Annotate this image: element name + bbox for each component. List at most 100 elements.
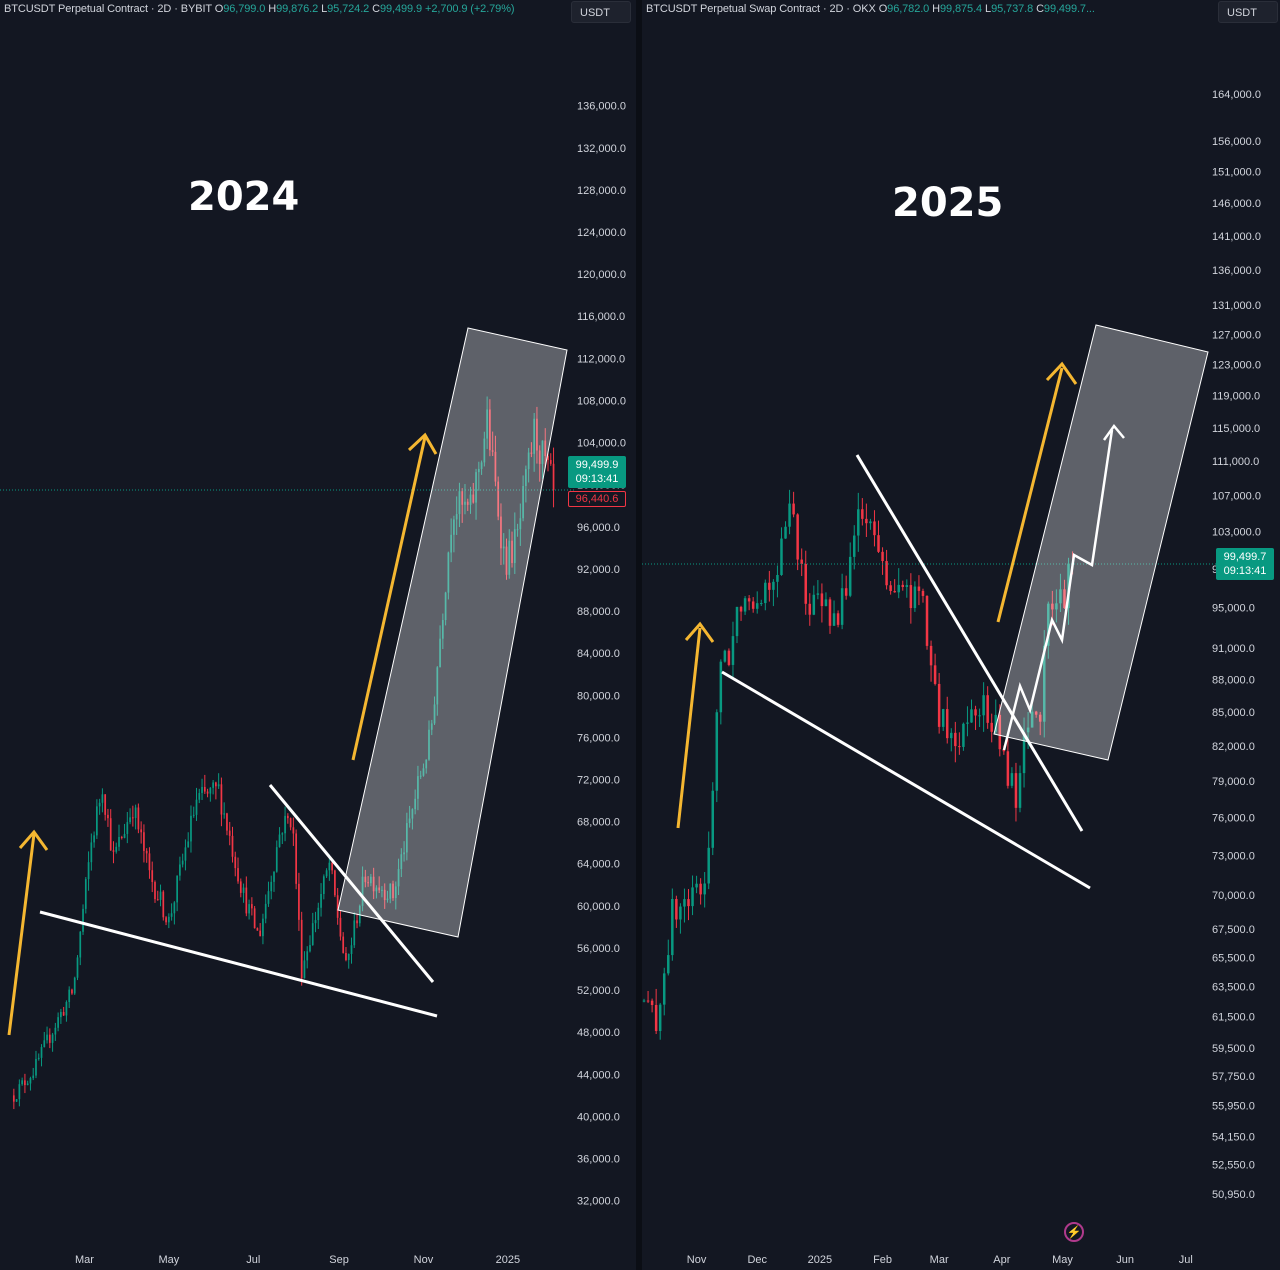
candle-body — [547, 456, 549, 461]
lightning-icon[interactable]: ⚡ — [1064, 1222, 1084, 1242]
candle-body — [206, 791, 209, 794]
candle-body — [120, 837, 123, 839]
left-chart-pane[interactable]: 32,000.0 36,000.0 40,000.0 44,000.0 48,000.0… — [0, 0, 636, 1270]
y-tick-label: 91,000.0 — [1212, 643, 1255, 655]
candle-body — [339, 917, 342, 937]
candle-body — [441, 620, 444, 639]
candle-body — [472, 494, 475, 503]
candle-body — [131, 817, 134, 819]
candle-body — [311, 923, 314, 946]
candle-body — [950, 732, 953, 739]
right-chart-canvas[interactable]: 50,950.0 52,550.0 54,150.0 55,950.0 57,750.0… — [642, 0, 1280, 1270]
candle-body — [683, 899, 686, 907]
candle-body — [945, 709, 949, 739]
candle-body — [253, 908, 256, 929]
candle-body — [852, 535, 856, 557]
candle-body — [727, 650, 731, 665]
candle-body — [436, 667, 439, 705]
candle-body — [901, 584, 905, 588]
candle-body — [217, 784, 220, 787]
left-low-label: L — [321, 3, 328, 15]
candle-body — [209, 787, 212, 794]
candle-body — [784, 526, 787, 539]
candle-body — [248, 904, 250, 914]
y-tick-label: 104,000.0 — [577, 438, 626, 450]
y-tick-label: 82,000.0 — [1212, 741, 1255, 753]
left-symbol[interactable]: BTCUSDT Perpetual Contract · 2D · BYBIT — [4, 3, 212, 15]
y-tick-label: 96,000.0 — [577, 522, 620, 534]
y-tick-label: 72,000.0 — [577, 775, 620, 787]
left-chart-canvas[interactable]: 32,000.0 36,000.0 40,000.0 44,000.0 48,000.0… — [0, 0, 636, 1270]
candle-body — [334, 870, 336, 896]
x-tick-label: Feb — [873, 1254, 892, 1266]
candle-body — [739, 606, 743, 612]
y-tick-label: 111,000.0 — [1212, 456, 1259, 468]
candle-body — [322, 876, 325, 894]
candle-body — [658, 1004, 662, 1032]
x-tick-label: Jul — [246, 1254, 260, 1266]
candle-body — [364, 876, 367, 883]
candle-body — [751, 601, 755, 609]
right-projection-path — [1002, 429, 1114, 751]
right-chart-pane[interactable]: 50,950.0 52,550.0 54,150.0 55,950.0 57,750.0… — [642, 0, 1280, 1270]
candle-body — [167, 916, 170, 923]
left-support-line — [39, 910, 438, 1018]
candle-body — [679, 906, 682, 920]
y-tick-label: 54,150.0 — [1212, 1132, 1255, 1144]
y-tick-label: 88,000.0 — [577, 606, 620, 618]
candle-body — [796, 514, 799, 560]
y-tick-label: 52,000.0 — [577, 985, 620, 997]
candle-body — [962, 723, 965, 747]
candle-body — [857, 509, 860, 536]
candle-body — [342, 936, 345, 953]
right-support-line — [721, 670, 1091, 890]
candle-body — [533, 418, 536, 454]
candle-body — [181, 860, 184, 865]
candle-body — [12, 1095, 15, 1102]
left-currency-button[interactable]: USDT — [571, 1, 631, 23]
candle-body — [317, 907, 320, 921]
candle-body — [353, 920, 356, 946]
y-tick-label: 40,000.0 — [577, 1111, 620, 1123]
candle-body — [37, 1057, 40, 1059]
right-currency-button[interactable]: USDT — [1218, 1, 1278, 23]
y-tick-label: 48,000.0 — [577, 1027, 620, 1039]
candle-body — [295, 833, 298, 884]
x-tick-label: Apr — [993, 1254, 1010, 1266]
candle-body — [267, 891, 270, 904]
candle-body — [486, 409, 488, 439]
candle-body — [925, 595, 929, 646]
left-low-value: 95,724.2 — [327, 3, 370, 15]
y-tick-label: 128,000.0 — [577, 185, 626, 197]
candle-body — [262, 918, 264, 937]
candle-body — [1014, 773, 1018, 808]
candle-body — [998, 714, 1002, 750]
candle-body — [433, 704, 436, 724]
candle-body — [192, 814, 195, 816]
candle-body — [51, 1034, 54, 1043]
candle-body — [743, 598, 747, 612]
candle-body — [466, 501, 469, 505]
candle-body — [990, 722, 993, 732]
candle-body — [480, 462, 483, 469]
candle-body — [237, 868, 239, 882]
left-open-value: 96,799.0 — [223, 3, 266, 15]
candle-body — [32, 1075, 35, 1079]
candle-body — [115, 846, 118, 852]
left-legend: BTCUSDT Perpetual Contract · 2D · BYBIT … — [4, 3, 515, 15]
right-symbol[interactable]: BTCUSDT Perpetual Swap Contract · 2D · O… — [646, 3, 876, 15]
candle-body — [642, 1000, 646, 1002]
candle-body — [298, 883, 300, 920]
candle-body — [519, 518, 522, 530]
candle-body — [552, 463, 555, 490]
candle-body — [43, 1040, 46, 1048]
candle-body — [768, 582, 771, 590]
pane-divider[interactable] — [636, 0, 642, 1270]
candle-body — [530, 452, 533, 454]
candle-body — [662, 973, 666, 1005]
candle-body — [414, 798, 417, 810]
candle-body — [190, 815, 192, 842]
candle-body — [278, 834, 281, 848]
candle-body — [719, 661, 723, 713]
y-tick-label: 123,000.0 — [1212, 360, 1261, 372]
